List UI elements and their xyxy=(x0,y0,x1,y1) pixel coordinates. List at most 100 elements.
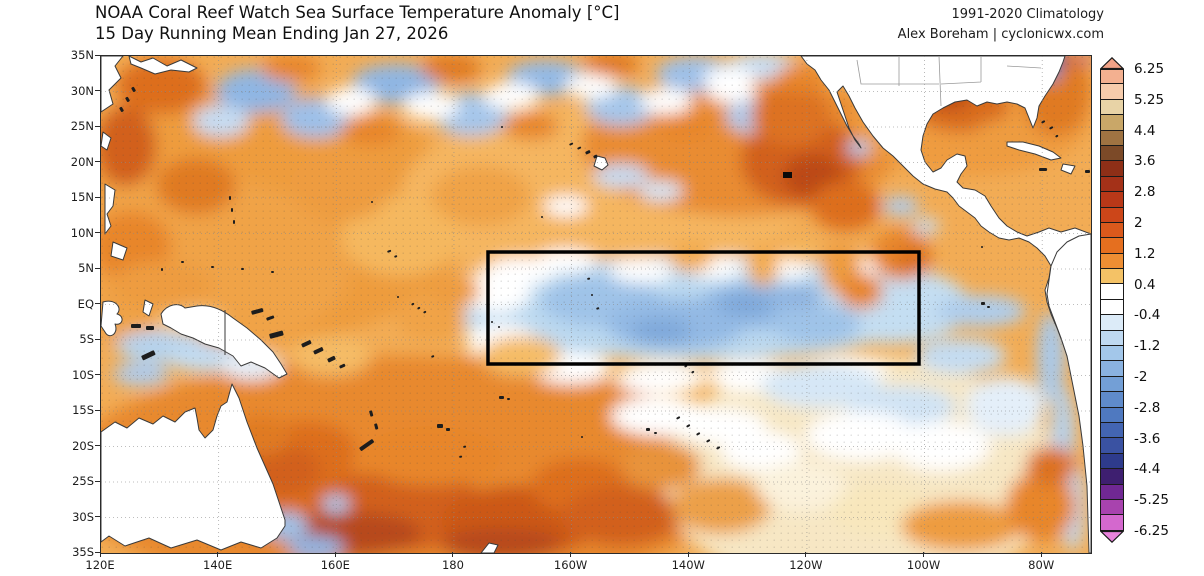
island-speck xyxy=(463,445,467,448)
lat-tick-label: 10N xyxy=(70,225,94,240)
lat-tick-mark xyxy=(95,445,100,446)
island-speck xyxy=(498,326,500,328)
colorbar-segment xyxy=(1100,115,1124,131)
colorbar-segment xyxy=(1100,207,1124,223)
attribution-block: 1991-2020 Climatology Alex Boreham | cyc… xyxy=(898,5,1104,45)
island-speck xyxy=(359,439,375,451)
island-speck xyxy=(587,277,591,280)
island-speck xyxy=(706,439,711,443)
island-speck xyxy=(271,271,274,273)
colorbar-segment xyxy=(1100,299,1124,316)
lat-tick-mark xyxy=(95,125,100,127)
lat-tick-mark xyxy=(95,54,100,56)
colorbar-tick-label: 4.4 xyxy=(1134,122,1156,139)
land-luzon xyxy=(104,183,116,235)
lat-tick-label: 5N xyxy=(78,261,94,275)
graticule-grid xyxy=(101,56,1091,553)
island-speck xyxy=(146,326,154,330)
island-speck xyxy=(233,220,235,224)
colorbar-tick-label: 1.2 xyxy=(1134,245,1156,262)
island-speck xyxy=(125,96,130,102)
land-japan xyxy=(128,56,198,75)
island-speck xyxy=(569,142,574,146)
island-speck xyxy=(131,86,136,92)
colorbar-tick-label: 2 xyxy=(1134,215,1143,231)
island-speck xyxy=(411,302,415,306)
land-cuba xyxy=(1006,141,1062,161)
colorbar-tick-label: -3.6 xyxy=(1134,430,1161,447)
island-speck xyxy=(491,321,493,323)
island-speck xyxy=(654,432,657,434)
lon-tick-label: 120W xyxy=(789,558,823,572)
island-speck xyxy=(327,355,336,363)
island-speck xyxy=(431,355,435,358)
lat-tick-label: 30N xyxy=(70,83,94,98)
colorbar xyxy=(1100,57,1124,543)
colorbar-segment xyxy=(1100,438,1124,454)
lat-tick-mark xyxy=(95,409,100,411)
colorbar-arrow-down xyxy=(1100,530,1124,543)
island-speck xyxy=(691,370,695,374)
lat-tick-mark xyxy=(95,480,100,482)
island-speck xyxy=(459,455,463,458)
lat-tick-mark xyxy=(95,232,100,233)
island-speck xyxy=(1055,134,1059,138)
colorbar-arrow-up xyxy=(1100,57,1124,69)
anomaly-map-canvas xyxy=(101,56,1091,553)
colorbar-segment xyxy=(1100,392,1124,408)
lat-tick-label: 15N xyxy=(70,190,94,204)
lon-tick-label: 140E xyxy=(203,558,233,572)
lat-tick-label: 35S xyxy=(72,545,94,559)
colorbar-tick-label: -6.25 xyxy=(1134,523,1169,539)
colorbar-segment xyxy=(1100,253,1124,270)
island-speck xyxy=(987,306,990,308)
island-speck xyxy=(437,424,443,428)
lon-tick-label: 80W xyxy=(1028,558,1055,572)
colorbar-segment xyxy=(1100,376,1124,393)
island-speck xyxy=(374,423,379,430)
lat-tick-mark xyxy=(95,161,100,162)
island-speck xyxy=(646,428,650,431)
colorbar-segment xyxy=(1100,269,1124,285)
island-speck xyxy=(593,154,598,159)
land-hispaniola xyxy=(1060,163,1076,175)
colorbar-tick-label: 5.25 xyxy=(1134,91,1165,108)
lon-tick-label: 160W xyxy=(553,558,588,572)
island-speck xyxy=(1049,126,1054,130)
colorbar-segment xyxy=(1100,499,1124,516)
island-speck xyxy=(541,216,543,218)
colorbar-segment xyxy=(1100,284,1124,300)
lat-tick-label: 20N xyxy=(70,154,94,169)
island-speck xyxy=(676,416,681,420)
colorbar-segment xyxy=(1100,238,1124,254)
island-speck xyxy=(696,432,701,436)
island-speck xyxy=(387,249,392,253)
lat-tick-mark xyxy=(95,338,100,340)
land-new-zealand-tip xyxy=(480,542,499,553)
colorbar-tick-label: -5.25 xyxy=(1134,492,1169,509)
island-speck xyxy=(716,446,721,450)
colorbar-segment xyxy=(1100,361,1124,377)
black-data-marker xyxy=(783,172,792,178)
land-taiwan xyxy=(101,131,112,151)
colorbar-tick-label: 3.6 xyxy=(1134,153,1156,170)
colorbar-segment xyxy=(1100,407,1124,423)
island-speck xyxy=(1039,168,1047,171)
colorbar-segment xyxy=(1100,330,1124,347)
island-speck xyxy=(446,428,450,431)
land-asia-coast xyxy=(101,56,124,113)
author-credit: Alex Boreham | cyclonicwx.com xyxy=(897,27,1104,43)
colorbar-segment xyxy=(1100,469,1124,485)
lat-tick-label: 30S xyxy=(72,509,94,524)
lon-tick-mark xyxy=(217,552,219,557)
lat-tick-label: 5S xyxy=(79,332,94,346)
island-speck xyxy=(119,106,124,112)
island-speck xyxy=(394,255,398,258)
island-speck xyxy=(397,296,399,298)
land-south-america-coast xyxy=(1046,233,1091,553)
lat-tick-mark xyxy=(95,196,100,198)
lon-tick-label: 180 xyxy=(441,558,464,572)
island-speck xyxy=(313,347,324,355)
island-speck xyxy=(241,268,244,270)
island-speck xyxy=(161,268,163,271)
